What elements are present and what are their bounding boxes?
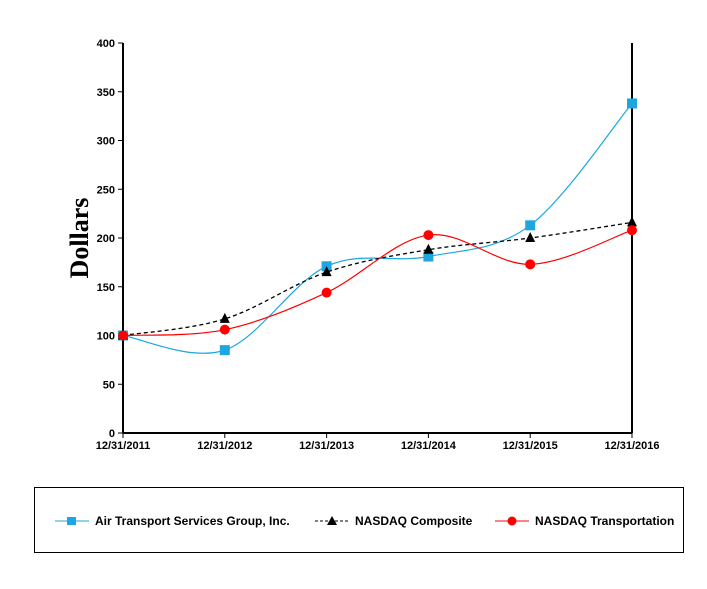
y-tick-label: 400: [97, 38, 115, 50]
x-tick-label: 12/31/2011: [96, 440, 150, 452]
data-point: [118, 330, 128, 341]
data-point: [525, 232, 536, 242]
line-chart: 0 50 100 150 200 250 300 350 400 12/31/2011 12/31/…: [65, 38, 660, 452]
data-point: [423, 251, 434, 262]
legend-item-nasdaq-composite: NASDAQ Composite: [315, 514, 472, 528]
circle-marker-icon: [495, 516, 529, 526]
x-tick-label: 12/31/2014: [401, 440, 457, 452]
legend-item-nasdaq-transportation: NASDAQ Transportation: [495, 514, 674, 528]
data-point: [321, 287, 332, 298]
data-point: [627, 98, 637, 109]
x-tick-label: 12/31/2012: [197, 440, 252, 452]
legend: Air Transport Services Group, Inc. NASDA…: [34, 487, 684, 553]
y-tick-label: 300: [97, 136, 115, 148]
series-line: [122, 229, 633, 337]
legend-label: NASDAQ Composite: [355, 514, 473, 528]
legend-label: Air Transport Services Group, Inc.: [95, 514, 290, 528]
x-tick-label: 12/31/2016: [604, 440, 659, 452]
data-point: [525, 259, 536, 270]
y-tick-label: 100: [97, 331, 115, 343]
data-point: [627, 216, 637, 227]
y-tick-label: 0: [109, 428, 115, 440]
y-tick-label: 50: [103, 379, 115, 391]
legend-label: NASDAQ Transportation: [535, 514, 675, 528]
y-axis-label: Dollars: [65, 198, 94, 279]
square-marker-icon: [55, 517, 89, 525]
data-point: [423, 243, 434, 254]
y-tick-label: 200: [97, 233, 115, 245]
series-line: [122, 103, 633, 354]
data-point: [219, 345, 230, 356]
data-point: [219, 312, 230, 323]
data-point: [627, 225, 637, 236]
data-point: [525, 220, 536, 231]
y-tick-label: 250: [97, 184, 115, 196]
triangle-marker-icon: [315, 516, 349, 525]
y-tick-label: 350: [97, 87, 115, 99]
series-line: [122, 221, 633, 337]
x-tick-label: 12/31/2015: [503, 440, 558, 452]
data-point: [321, 266, 332, 277]
legend-item-atsg: Air Transport Services Group, Inc.: [55, 514, 290, 528]
data-point: [219, 324, 230, 335]
x-tick-label: 12/31/2013: [299, 440, 354, 452]
data-point: [423, 230, 434, 241]
y-tick-label: 150: [97, 282, 115, 294]
